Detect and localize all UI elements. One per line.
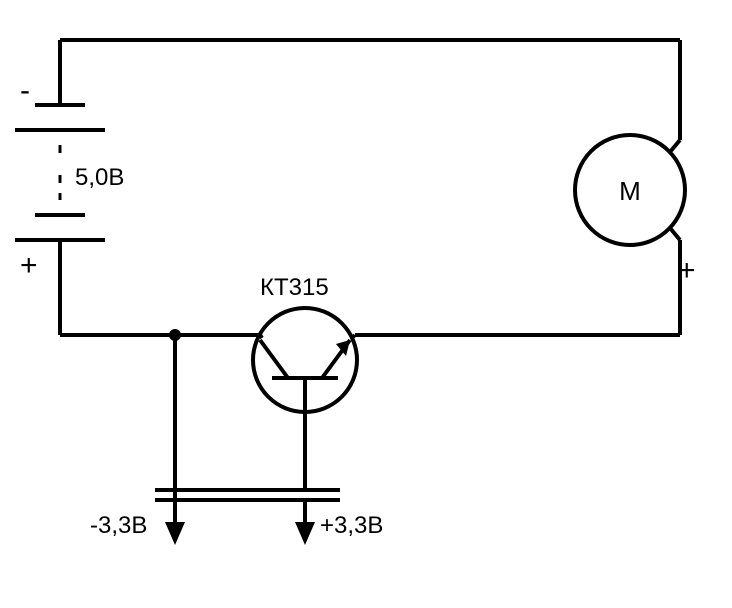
battery-pos-label: + xyxy=(20,249,38,282)
neg-signal-label: -3,3В xyxy=(90,512,147,539)
circuit-diagram: - 5,0В + М + КТ315 -3,3В xyxy=(0,0,732,608)
motor-stub-top xyxy=(670,140,680,152)
pos-signal-label: +3,3В xyxy=(320,512,383,539)
collector-joint xyxy=(352,335,355,338)
motor-stub-bottom xyxy=(670,228,680,240)
battery-neg-label: - xyxy=(20,74,30,107)
pos-signal-arrow xyxy=(295,522,315,545)
motor-label: М xyxy=(619,176,641,206)
battery-voltage-label: 5,0В xyxy=(75,164,124,191)
emitter-joint xyxy=(260,335,262,338)
transistor-label: КТ315 xyxy=(260,274,329,301)
neg-signal-arrow xyxy=(165,522,185,545)
